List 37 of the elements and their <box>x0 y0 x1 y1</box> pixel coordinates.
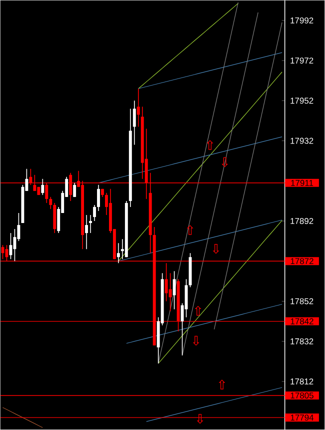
annotation: ⇧ <box>194 306 202 316</box>
y-tick-label: 17852 <box>290 298 314 304</box>
candlestick <box>137 88 140 128</box>
candlestick <box>93 204 96 222</box>
y-tick-label: 17972 <box>290 58 314 64</box>
y-tick-label: 17812 <box>290 378 314 384</box>
ref-line-label: 17842 <box>290 318 314 324</box>
ref-line-label: 17805 <box>290 392 314 398</box>
ref-line-label: 17872 <box>290 258 314 264</box>
y-tick-label: 17832 <box>290 338 314 344</box>
candlestick <box>97 184 100 212</box>
annotation: ⇩ <box>222 157 228 168</box>
annotation: ⇧ <box>187 225 194 235</box>
candlestick <box>9 232 12 260</box>
candlestick <box>41 178 44 196</box>
y-tick-label: 17932 <box>290 138 314 144</box>
candlestick <box>85 214 88 250</box>
candlestick <box>73 182 76 198</box>
y-tick-label: 17952 <box>290 98 314 104</box>
line-series <box>118 220 282 262</box>
ref-line-label: 17794 <box>290 414 314 421</box>
y-tick-label: 17992 <box>290 17 314 24</box>
line-series <box>118 72 282 262</box>
annotation: ⇧ <box>218 380 226 390</box>
ref-line-label: 17911 <box>291 180 314 186</box>
annotation: ⇧ <box>206 140 214 150</box>
y-tick-label: 17892 <box>290 218 314 224</box>
line-series <box>2 407 44 428</box>
annotation: ⇩ <box>192 336 200 346</box>
candlestick <box>168 272 172 312</box>
candlestick <box>133 100 136 146</box>
candlestick <box>49 196 52 210</box>
annotation: ⇩ <box>212 244 220 254</box>
candlestick <box>89 214 92 234</box>
candlestick <box>13 228 16 262</box>
candlestick <box>117 242 120 264</box>
candlestick <box>172 270 176 310</box>
